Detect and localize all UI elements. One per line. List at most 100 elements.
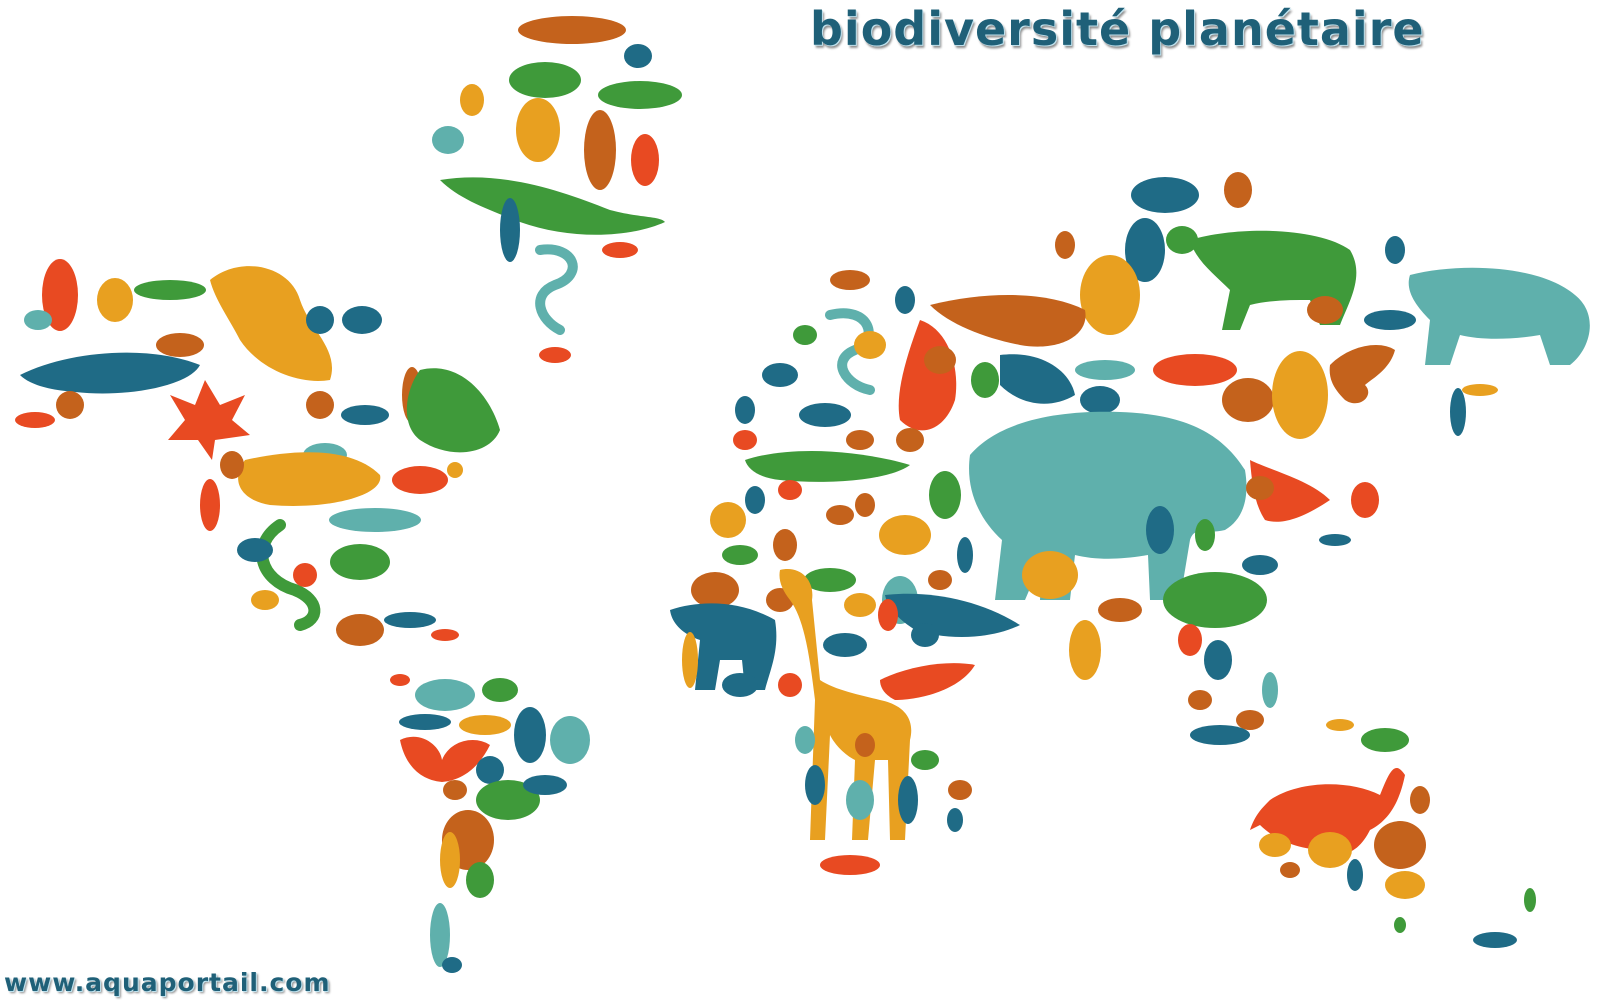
fern-icon: [1259, 833, 1291, 857]
bear-icon: [550, 716, 590, 764]
bird-icon: [442, 957, 462, 973]
cell-icon: [56, 391, 84, 419]
beetle-icon: [336, 614, 384, 646]
fern-icon: [1188, 690, 1212, 710]
crocodile-icon: [745, 450, 910, 482]
grasshopper-icon: [1462, 384, 1498, 396]
flamingo-icon: [846, 780, 874, 820]
otter-icon: [1125, 218, 1165, 282]
fern-icon: [773, 529, 797, 561]
page-title: biodiversité planétaire: [810, 2, 1425, 56]
jellyfish-icon: [947, 808, 963, 832]
shark-icon: [500, 198, 520, 262]
turtle-icon: [793, 325, 817, 345]
bird-icon: [805, 765, 825, 805]
dolphin-icon: [799, 403, 851, 427]
snake-icon: [535, 244, 578, 335]
armadillo-icon: [518, 16, 626, 44]
pufferfish-icon: [1308, 832, 1352, 868]
jellyfish-icon: [1385, 236, 1405, 264]
pufferfish-icon: [710, 502, 746, 538]
jellyfish-icon: [476, 756, 504, 784]
dolphin-icon: [885, 593, 1020, 637]
fern-icon: [466, 862, 494, 898]
butterfly-icon: [691, 572, 739, 608]
beetle-icon: [156, 333, 204, 357]
owl-icon: [516, 98, 560, 162]
fish-icon: [384, 612, 436, 628]
jellyfish-icon: [306, 306, 334, 334]
lizard-icon: [1178, 624, 1202, 656]
leaf-icon: [1394, 917, 1406, 933]
bird-icon: [880, 663, 975, 700]
horse-icon: [670, 603, 777, 690]
pufferfish-icon: [844, 593, 876, 617]
bird-icon: [1450, 388, 1466, 436]
fox-icon: [1080, 255, 1140, 335]
wolf-icon: [514, 707, 546, 763]
bird-icon: [911, 623, 939, 647]
fish-icon: [399, 714, 451, 730]
snake-icon: [825, 308, 875, 395]
squirrel-icon: [1410, 786, 1430, 814]
lizard-icon: [878, 599, 898, 631]
fish-icon: [15, 412, 55, 428]
dolphin-icon: [341, 405, 389, 425]
pufferfish-icon: [624, 44, 652, 68]
squirrel-icon: [1374, 821, 1426, 869]
seahorse-icon: [795, 726, 815, 754]
bird-icon: [392, 466, 448, 494]
seahorse-icon: [1347, 859, 1363, 891]
oceania-region: [1250, 719, 1536, 948]
rhino-icon: [1163, 572, 1267, 628]
leaf-icon: [1195, 519, 1215, 551]
hummingbird-icon: [602, 242, 638, 258]
butterfly-icon: [24, 310, 52, 330]
butterfly-icon: [948, 780, 972, 800]
seahorse-icon: [735, 396, 755, 424]
greenland-region: [432, 16, 682, 363]
fish-icon: [390, 674, 410, 686]
north-america-region: [15, 259, 500, 686]
butterfly-icon: [1236, 710, 1264, 730]
butterfly-icon: [400, 736, 490, 782]
whale-icon: [20, 352, 200, 394]
seahorse-icon: [430, 903, 450, 967]
starfish-icon: [447, 462, 463, 478]
bird-icon: [1153, 354, 1237, 386]
kangaroo-icon: [762, 363, 798, 387]
fish-icon: [1473, 932, 1517, 948]
fish-icon: [431, 629, 459, 641]
butterfly-icon: [1385, 871, 1425, 899]
fish-icon: [523, 775, 567, 795]
jellyfish-icon: [745, 486, 765, 514]
bird-icon: [460, 84, 484, 116]
kangaroo-icon: [1242, 555, 1278, 575]
website-watermark[interactable]: www.aquaportail.com: [4, 968, 331, 997]
otter-icon: [1146, 506, 1174, 554]
butterfly-icon: [928, 570, 952, 590]
fern-icon: [1351, 482, 1379, 518]
turtle-icon: [406, 368, 500, 453]
bird-icon: [1204, 640, 1232, 680]
fish-icon: [251, 590, 279, 610]
kangaroo-icon: [823, 633, 867, 657]
turtle-icon: [911, 750, 939, 770]
bird-icon: [898, 776, 918, 824]
hummingbird-icon: [820, 855, 880, 875]
cell-icon: [1055, 231, 1075, 259]
seahorse-icon: [1262, 672, 1278, 708]
worm-icon: [306, 391, 334, 419]
dolphin-icon: [1190, 725, 1250, 745]
maple-leaf-icon: [168, 380, 250, 460]
fox-icon: [584, 110, 616, 190]
lizard-icon: [733, 430, 757, 450]
platypus-icon: [930, 294, 1086, 347]
butterfly-icon: [1329, 345, 1395, 404]
rhino-icon: [330, 544, 390, 580]
squirrel-icon: [924, 346, 956, 374]
monkey-icon: [879, 515, 931, 555]
bird-icon: [778, 480, 802, 500]
